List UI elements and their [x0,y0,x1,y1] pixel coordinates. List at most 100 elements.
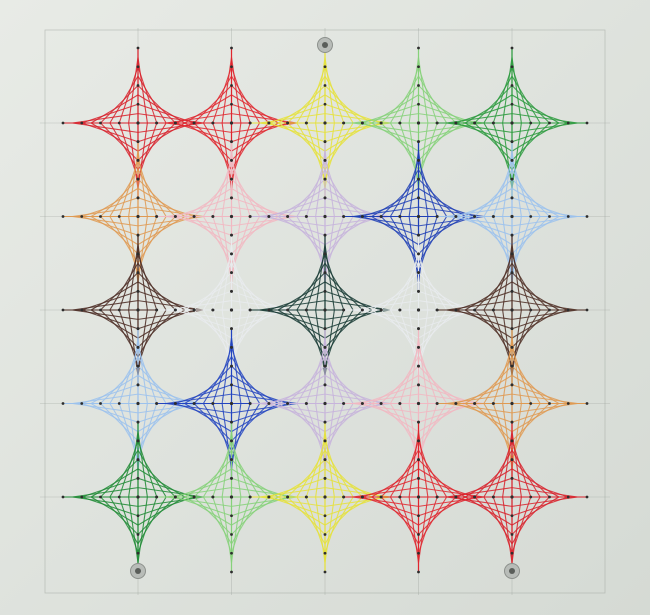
nail [136,551,140,555]
nail [323,533,327,536]
thread-line [184,374,232,404]
thread-line [324,281,373,311]
nail [398,215,402,218]
thread-line [90,281,139,311]
nail [510,196,514,200]
thread-line [464,374,513,404]
nail [323,308,327,312]
nail [286,215,289,218]
thread-line [231,206,298,218]
nail [173,215,177,218]
nail [229,214,234,219]
nail [435,402,439,405]
nail [230,364,233,368]
thread-line [90,374,139,404]
thread-line [324,402,391,414]
thread-line [231,374,279,404]
nail [248,215,252,218]
nail [323,196,327,200]
nail [491,215,495,218]
nail [267,308,271,312]
nail [286,495,289,499]
nail [99,215,102,218]
nail [80,215,84,218]
thread-line [184,187,232,217]
nail [435,121,439,125]
nail [230,271,233,274]
thread-line [72,309,139,320]
nail [585,308,589,312]
nail [230,177,233,181]
thread-line [277,122,326,152]
nail [229,495,234,499]
nail [360,308,364,312]
thread-line [90,403,139,433]
thread-line [464,122,513,152]
nail [417,551,420,555]
thread-line [446,402,513,414]
thread-line [184,122,232,152]
nail [398,402,402,405]
thread-line [371,187,419,217]
thread-line [165,393,232,405]
thread-line [231,300,298,311]
nail [417,196,420,200]
nail [267,121,271,125]
thread-line [324,403,373,433]
nail [435,308,439,312]
nail [286,308,289,312]
nail [416,214,421,219]
nail [230,345,233,349]
nail [417,345,420,349]
nail [136,420,140,424]
nail [173,495,177,499]
thread-line [511,122,550,161]
thread-line [100,85,139,124]
nail [267,495,271,499]
thread-line [352,496,419,507]
thread-line [371,309,419,339]
thread-line [231,216,279,246]
thread-line [72,393,139,405]
thread-line [446,300,513,311]
nail [379,308,383,312]
thread-line [474,459,513,498]
thread-line [446,122,513,133]
thread-line [137,403,176,442]
nail [173,121,177,125]
thread-line [324,365,363,404]
nail [510,84,514,87]
thread-line [511,216,550,255]
nail [510,177,514,181]
thread-line [137,403,186,433]
nail [360,121,364,125]
nail [267,215,271,218]
thread-line [231,122,279,152]
thread-line [137,113,204,124]
nail [136,158,140,162]
nail [304,402,308,405]
nail [417,420,420,424]
nail [510,271,514,274]
thread-line [324,309,373,339]
nail [211,402,215,405]
thread-line [184,309,232,339]
nail [454,215,458,218]
nail [398,121,402,125]
nail [211,308,215,312]
thumbtack-center [135,568,141,574]
thread-line [380,216,419,255]
nail [117,121,121,125]
thread-line [418,281,466,311]
thread-line [165,309,232,320]
thread-line [165,300,232,311]
thread-line [137,309,176,348]
nail [230,289,233,293]
thread-line [231,365,270,404]
thread-line [511,487,578,498]
thread-line [418,487,485,498]
nail [136,327,140,330]
nail [136,383,140,387]
thread-line [324,272,363,311]
